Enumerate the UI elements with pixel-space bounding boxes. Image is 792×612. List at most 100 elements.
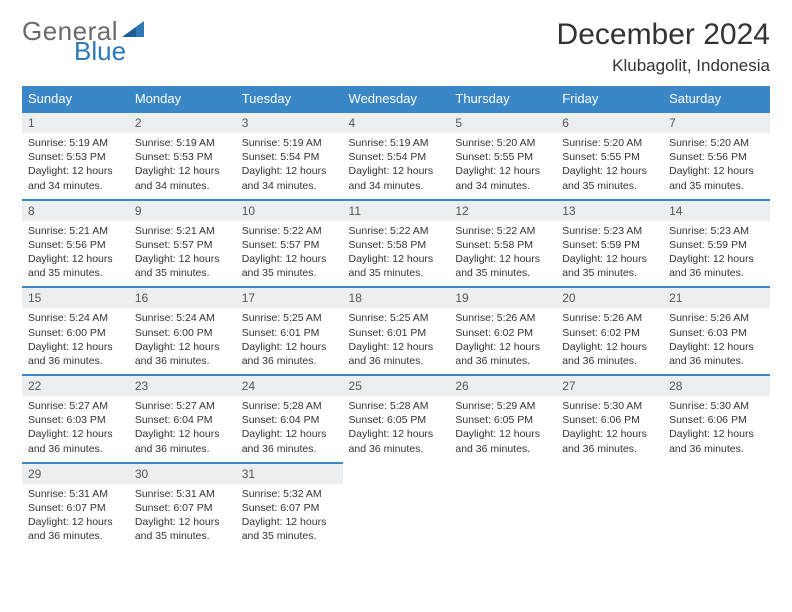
day-number: 3 (236, 113, 343, 133)
calendar-cell: 3Sunrise: 5:19 AMSunset: 5:54 PMDaylight… (236, 111, 343, 199)
day-details: Sunrise: 5:26 AMSunset: 6:02 PMDaylight:… (556, 308, 663, 368)
calendar-cell: 28Sunrise: 5:30 AMSunset: 6:06 PMDayligh… (663, 374, 770, 462)
header-row: General Blue December 2024 Klubagolit, I… (22, 18, 770, 76)
document-page: General Blue December 2024 Klubagolit, I… (0, 0, 792, 612)
calendar-cell: 17Sunrise: 5:25 AMSunset: 6:01 PMDayligh… (236, 286, 343, 374)
day-details: Sunrise: 5:28 AMSunset: 6:05 PMDaylight:… (343, 396, 450, 456)
calendar-cell: 30Sunrise: 5:31 AMSunset: 6:07 PMDayligh… (129, 462, 236, 550)
day-number: 28 (663, 376, 770, 396)
day-details: Sunrise: 5:27 AMSunset: 6:03 PMDaylight:… (22, 396, 129, 456)
calendar-cell (343, 462, 450, 550)
calendar-cell (449, 462, 556, 550)
day-details: Sunrise: 5:31 AMSunset: 6:07 PMDaylight:… (129, 484, 236, 544)
page-title: December 2024 (557, 18, 770, 52)
day-details: Sunrise: 5:23 AMSunset: 5:59 PMDaylight:… (663, 221, 770, 281)
day-number: 31 (236, 464, 343, 484)
day-details: Sunrise: 5:19 AMSunset: 5:54 PMDaylight:… (343, 133, 450, 193)
brand-word-2: Blue (74, 38, 148, 64)
day-number: 9 (129, 201, 236, 221)
day-details: Sunrise: 5:24 AMSunset: 6:00 PMDaylight:… (129, 308, 236, 368)
calendar-cell: 29Sunrise: 5:31 AMSunset: 6:07 PMDayligh… (22, 462, 129, 550)
day-details: Sunrise: 5:19 AMSunset: 5:53 PMDaylight:… (129, 133, 236, 193)
day-number: 20 (556, 288, 663, 308)
day-number: 5 (449, 113, 556, 133)
weekday-header: Monday (129, 86, 236, 111)
calendar-cell: 12Sunrise: 5:22 AMSunset: 5:58 PMDayligh… (449, 199, 556, 287)
day-number: 6 (556, 113, 663, 133)
day-number: 21 (663, 288, 770, 308)
day-details: Sunrise: 5:27 AMSunset: 6:04 PMDaylight:… (129, 396, 236, 456)
day-number: 11 (343, 201, 450, 221)
calendar-cell: 15Sunrise: 5:24 AMSunset: 6:00 PMDayligh… (22, 286, 129, 374)
calendar-cell: 7Sunrise: 5:20 AMSunset: 5:56 PMDaylight… (663, 111, 770, 199)
calendar-cell: 11Sunrise: 5:22 AMSunset: 5:58 PMDayligh… (343, 199, 450, 287)
calendar-cell: 13Sunrise: 5:23 AMSunset: 5:59 PMDayligh… (556, 199, 663, 287)
calendar-cell: 18Sunrise: 5:25 AMSunset: 6:01 PMDayligh… (343, 286, 450, 374)
day-details: Sunrise: 5:31 AMSunset: 6:07 PMDaylight:… (22, 484, 129, 544)
day-details: Sunrise: 5:20 AMSunset: 5:56 PMDaylight:… (663, 133, 770, 193)
day-details: Sunrise: 5:22 AMSunset: 5:58 PMDaylight:… (449, 221, 556, 281)
calendar-cell: 24Sunrise: 5:28 AMSunset: 6:04 PMDayligh… (236, 374, 343, 462)
day-number: 18 (343, 288, 450, 308)
day-number: 24 (236, 376, 343, 396)
brand-logo: General Blue (22, 18, 148, 64)
day-number: 29 (22, 464, 129, 484)
title-block: December 2024 Klubagolit, Indonesia (557, 18, 770, 76)
day-number: 17 (236, 288, 343, 308)
day-number: 2 (129, 113, 236, 133)
day-number: 30 (129, 464, 236, 484)
calendar-cell: 22Sunrise: 5:27 AMSunset: 6:03 PMDayligh… (22, 374, 129, 462)
calendar-week-row: 8Sunrise: 5:21 AMSunset: 5:56 PMDaylight… (22, 199, 770, 287)
day-details: Sunrise: 5:21 AMSunset: 5:56 PMDaylight:… (22, 221, 129, 281)
calendar-cell (663, 462, 770, 550)
calendar-week-row: 22Sunrise: 5:27 AMSunset: 6:03 PMDayligh… (22, 374, 770, 462)
day-number: 4 (343, 113, 450, 133)
day-number: 8 (22, 201, 129, 221)
calendar-cell: 8Sunrise: 5:21 AMSunset: 5:56 PMDaylight… (22, 199, 129, 287)
day-number: 12 (449, 201, 556, 221)
day-number: 16 (129, 288, 236, 308)
day-number: 27 (556, 376, 663, 396)
day-number: 1 (22, 113, 129, 133)
weekday-header: Sunday (22, 86, 129, 111)
day-number: 23 (129, 376, 236, 396)
day-details: Sunrise: 5:20 AMSunset: 5:55 PMDaylight:… (449, 133, 556, 193)
weekday-header: Thursday (449, 86, 556, 111)
calendar-table: SundayMondayTuesdayWednesdayThursdayFrid… (22, 86, 770, 549)
calendar-cell (556, 462, 663, 550)
day-number: 13 (556, 201, 663, 221)
day-number: 14 (663, 201, 770, 221)
calendar-cell: 31Sunrise: 5:32 AMSunset: 6:07 PMDayligh… (236, 462, 343, 550)
day-details: Sunrise: 5:20 AMSunset: 5:55 PMDaylight:… (556, 133, 663, 193)
calendar-cell: 19Sunrise: 5:26 AMSunset: 6:02 PMDayligh… (449, 286, 556, 374)
calendar-cell: 4Sunrise: 5:19 AMSunset: 5:54 PMDaylight… (343, 111, 450, 199)
location-label: Klubagolit, Indonesia (557, 56, 770, 76)
day-details: Sunrise: 5:21 AMSunset: 5:57 PMDaylight:… (129, 221, 236, 281)
day-details: Sunrise: 5:26 AMSunset: 6:03 PMDaylight:… (663, 308, 770, 368)
weekday-header: Wednesday (343, 86, 450, 111)
calendar-cell: 9Sunrise: 5:21 AMSunset: 5:57 PMDaylight… (129, 199, 236, 287)
day-details: Sunrise: 5:19 AMSunset: 5:53 PMDaylight:… (22, 133, 129, 193)
calendar-cell: 5Sunrise: 5:20 AMSunset: 5:55 PMDaylight… (449, 111, 556, 199)
day-details: Sunrise: 5:28 AMSunset: 6:04 PMDaylight:… (236, 396, 343, 456)
calendar-header-row: SundayMondayTuesdayWednesdayThursdayFrid… (22, 86, 770, 111)
calendar-week-row: 15Sunrise: 5:24 AMSunset: 6:00 PMDayligh… (22, 286, 770, 374)
calendar-cell: 25Sunrise: 5:28 AMSunset: 6:05 PMDayligh… (343, 374, 450, 462)
calendar-cell: 23Sunrise: 5:27 AMSunset: 6:04 PMDayligh… (129, 374, 236, 462)
day-number: 22 (22, 376, 129, 396)
day-details: Sunrise: 5:22 AMSunset: 5:57 PMDaylight:… (236, 221, 343, 281)
weekday-header: Tuesday (236, 86, 343, 111)
day-number: 15 (22, 288, 129, 308)
calendar-cell: 1Sunrise: 5:19 AMSunset: 5:53 PMDaylight… (22, 111, 129, 199)
calendar-cell: 27Sunrise: 5:30 AMSunset: 6:06 PMDayligh… (556, 374, 663, 462)
calendar-cell: 16Sunrise: 5:24 AMSunset: 6:00 PMDayligh… (129, 286, 236, 374)
calendar-week-row: 1Sunrise: 5:19 AMSunset: 5:53 PMDaylight… (22, 111, 770, 199)
day-details: Sunrise: 5:29 AMSunset: 6:05 PMDaylight:… (449, 396, 556, 456)
calendar-cell: 6Sunrise: 5:20 AMSunset: 5:55 PMDaylight… (556, 111, 663, 199)
calendar-cell: 20Sunrise: 5:26 AMSunset: 6:02 PMDayligh… (556, 286, 663, 374)
weekday-header: Friday (556, 86, 663, 111)
day-details: Sunrise: 5:30 AMSunset: 6:06 PMDaylight:… (556, 396, 663, 456)
day-details: Sunrise: 5:19 AMSunset: 5:54 PMDaylight:… (236, 133, 343, 193)
day-number: 25 (343, 376, 450, 396)
day-details: Sunrise: 5:32 AMSunset: 6:07 PMDaylight:… (236, 484, 343, 544)
